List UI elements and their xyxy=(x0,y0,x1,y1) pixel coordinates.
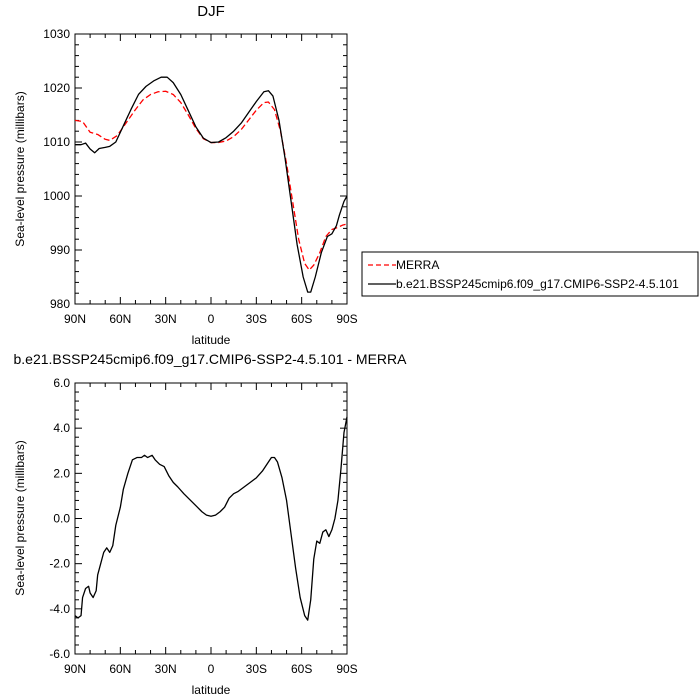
top-chart-ylabel: Sea-level pressure (millibars) xyxy=(13,91,27,246)
y-tick-label: -2.0 xyxy=(49,557,70,571)
y-tick-label: 990 xyxy=(50,243,70,257)
y-tick-label: 1030 xyxy=(43,27,70,41)
top-chart-legend: MERRA b.e21.BSSP245cmip6.f09_g17.CMIP6-S… xyxy=(361,251,699,297)
x-tick-label: 60S xyxy=(291,662,312,676)
series-line-0 xyxy=(74,416,348,621)
bottom-chart-plot-frame xyxy=(74,382,348,655)
y-tick-label: 1000 xyxy=(43,189,70,203)
legend-frame xyxy=(361,251,699,297)
x-tick-label: 30S xyxy=(246,662,267,676)
x-tick-label: 0 xyxy=(208,662,215,676)
y-tick-label: 4.0 xyxy=(53,421,70,435)
top-chart-ticks: 90N 60N 30N 0 30S 60S 90S 980 990 1000 1010 1020 103… xyxy=(43,27,357,326)
series-line-0 xyxy=(74,90,348,271)
top-chart-title: DJF xyxy=(197,3,225,20)
x-tick-label: 90N xyxy=(64,312,86,326)
top-chart-plot-frame xyxy=(74,33,348,305)
y-tick-label: -4.0 xyxy=(49,602,70,616)
x-tick-label: 60S xyxy=(291,312,312,326)
legend-label-merra: MERRA xyxy=(396,258,439,272)
x-tick-label: 30S xyxy=(246,312,267,326)
bottom-chart-series xyxy=(74,416,348,621)
y-tick-label: 2.0 xyxy=(53,466,70,480)
top-chart-xlabel: latitude xyxy=(192,333,231,347)
bottom-chart: b.e21.BSSP245cmip6.f09_g17.CMIP6-SSP2-4.… xyxy=(13,351,407,697)
top-chart: DJF 90N 60N 30N 0 30S 60S 90S 980 990 1000 1010 102… xyxy=(13,3,699,347)
y-tick-label: 1020 xyxy=(43,81,70,95)
y-tick-label: -6.0 xyxy=(49,647,70,661)
x-tick-label: 60N xyxy=(109,662,131,676)
bottom-chart-ylabel: Sea-level pressure (millibars) xyxy=(13,440,27,595)
x-tick-label: 60N xyxy=(109,312,131,326)
y-tick-label: 0.0 xyxy=(53,512,70,526)
x-tick-label: 90S xyxy=(336,312,357,326)
y-tick-label: 980 xyxy=(50,297,70,311)
top-chart-series xyxy=(74,76,348,293)
x-tick-label: 30N xyxy=(155,312,177,326)
bottom-chart-title: b.e21.BSSP245cmip6.f09_g17.CMIP6-SSP2-4.… xyxy=(14,351,408,367)
y-tick-label: 6.0 xyxy=(53,376,70,390)
y-tick-label: 1010 xyxy=(43,135,70,149)
legend-label-model: b.e21.BSSP245cmip6.f09_g17.CMIP6-SSP2-4.… xyxy=(396,277,679,291)
series-line-1 xyxy=(75,76,348,293)
bottom-chart-ticks: 90N 60N 30N 0 30S 60S 90S -6.0 -4.0 -2.0 0.0 2.0 4.0… xyxy=(49,376,357,676)
x-tick-label: 90S xyxy=(336,662,357,676)
x-tick-label: 90N xyxy=(64,662,86,676)
x-tick-label: 0 xyxy=(208,312,215,326)
x-tick-label: 30N xyxy=(155,662,177,676)
bottom-chart-xlabel: latitude xyxy=(192,683,231,697)
